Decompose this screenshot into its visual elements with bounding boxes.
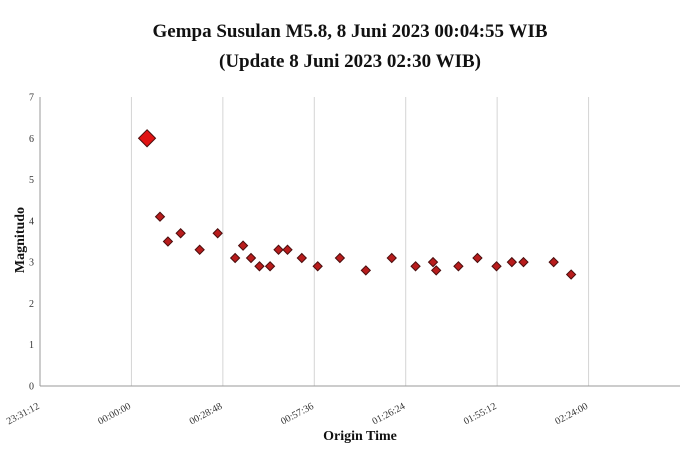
aftershock-marker <box>312 261 323 272</box>
aftershock-marker <box>427 256 439 268</box>
y-tick-label: 4 <box>29 216 34 227</box>
aftershock-marker <box>410 261 421 272</box>
aftershock-marker <box>296 252 308 264</box>
grid-lines <box>130 97 590 386</box>
aftershock-marker <box>360 265 372 276</box>
x-tick-label: 02:24:00 <box>553 401 590 427</box>
aftershock-marker <box>430 265 442 276</box>
x-axis-title: Origin Time <box>323 429 397 444</box>
x-tick-label: 23:31:12 <box>5 401 42 427</box>
y-tick-label: 6 <box>29 134 34 145</box>
aftershock-marker <box>565 269 577 280</box>
aftershock-marker <box>386 252 397 264</box>
y-tick-label: 7 <box>29 93 34 104</box>
chart-subtitle: (Update 8 Juni 2023 02:30 WIB) <box>219 51 481 72</box>
aftershock-marker <box>162 236 174 247</box>
x-tick-label: 00:00:00 <box>96 401 133 427</box>
chart-title: Gempa Susulan M5.8, 8 Juni 2023 00:04:55… <box>152 21 547 42</box>
y-tick-label: 5 <box>29 175 34 186</box>
aftershock-marker <box>273 244 284 255</box>
data-points <box>137 129 577 280</box>
aftershock-marker <box>212 228 223 239</box>
aftershock-marker <box>194 244 205 255</box>
tick-labels: 23:31:12 00:00:00 00:28:48 00:57:36 01:26:24… <box>5 93 590 428</box>
aftershock-marker <box>506 256 518 268</box>
x-tick-label: 00:57:36 <box>279 401 316 427</box>
x-tick-label: 00:28:48 <box>188 401 225 427</box>
aftershock-marker <box>472 252 483 264</box>
x-tick-label: 01:55:12 <box>462 401 499 427</box>
aftershock-marker <box>154 211 166 222</box>
aftershock-marker <box>264 261 276 272</box>
aftershock-marker <box>282 244 293 255</box>
aftershock-marker <box>491 261 502 272</box>
aftershock-marker <box>453 261 464 272</box>
aftershock-marker <box>245 252 257 264</box>
y-tick-label: 0 <box>29 382 34 393</box>
y-axis-title: Magnitudo <box>13 207 28 273</box>
aftershock-marker <box>334 252 346 264</box>
mainshock-marker <box>137 129 157 148</box>
x-tick-label: 01:26:24 <box>371 401 408 427</box>
aftershock-marker <box>175 228 186 239</box>
y-tick-label: 1 <box>29 340 34 351</box>
aftershock-marker <box>229 252 241 264</box>
aftershock-marker <box>548 256 559 268</box>
aftershock-marker <box>237 240 249 251</box>
aftershock-marker <box>518 256 529 268</box>
axes <box>39 97 680 387</box>
y-tick-label: 2 <box>29 299 34 310</box>
aftershock-marker <box>254 261 265 272</box>
y-tick-label: 3 <box>29 258 34 269</box>
